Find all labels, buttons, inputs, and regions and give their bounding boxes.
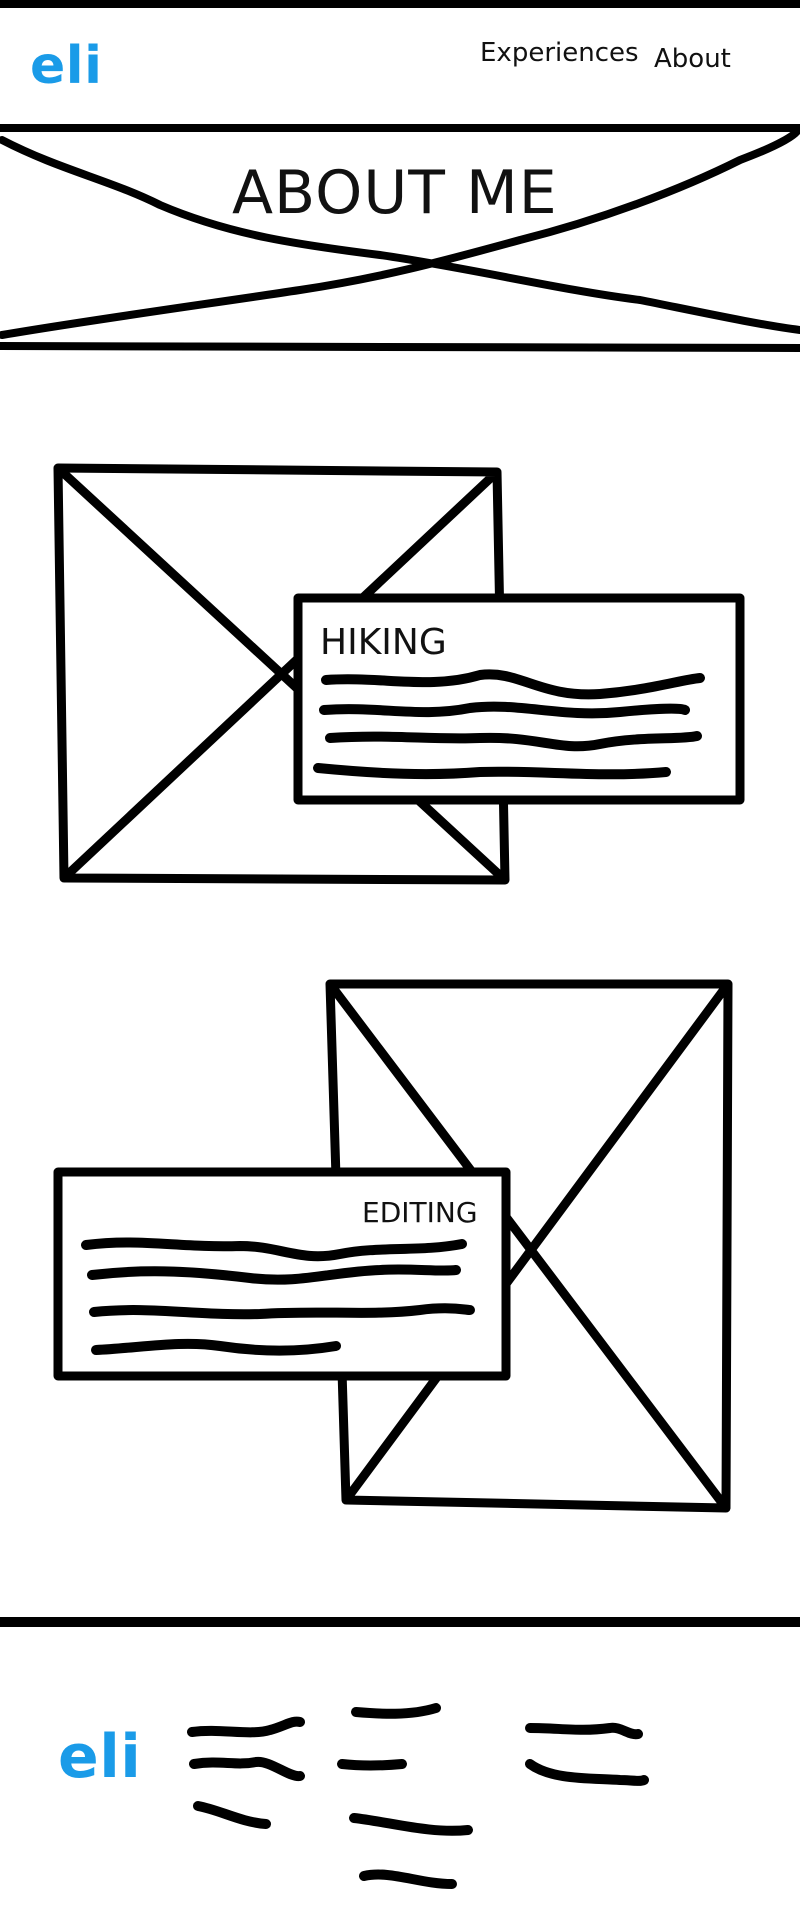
nav-link-about[interactable]: About	[654, 44, 731, 74]
hiking-card-frame	[293, 593, 745, 805]
footer-logo[interactable]: eli	[58, 1722, 142, 1792]
nav-link-experiences[interactable]: Experiences	[480, 38, 639, 68]
hero-banner-cross	[0, 126, 800, 339]
editing-card-text-lines	[81, 1237, 475, 1356]
hiking-card-text-lines	[313, 669, 705, 780]
hero-banner-frame	[0, 124, 800, 352]
page-title: ABOUT ME	[232, 158, 558, 228]
image-placeholder-1	[53, 463, 510, 885]
hiking-card-title: HIKING	[320, 622, 447, 663]
editing-card-title: EDITING	[362, 1196, 478, 1229]
header-logo[interactable]: eli	[30, 36, 103, 96]
footer-text-scribbles	[187, 1703, 649, 1889]
